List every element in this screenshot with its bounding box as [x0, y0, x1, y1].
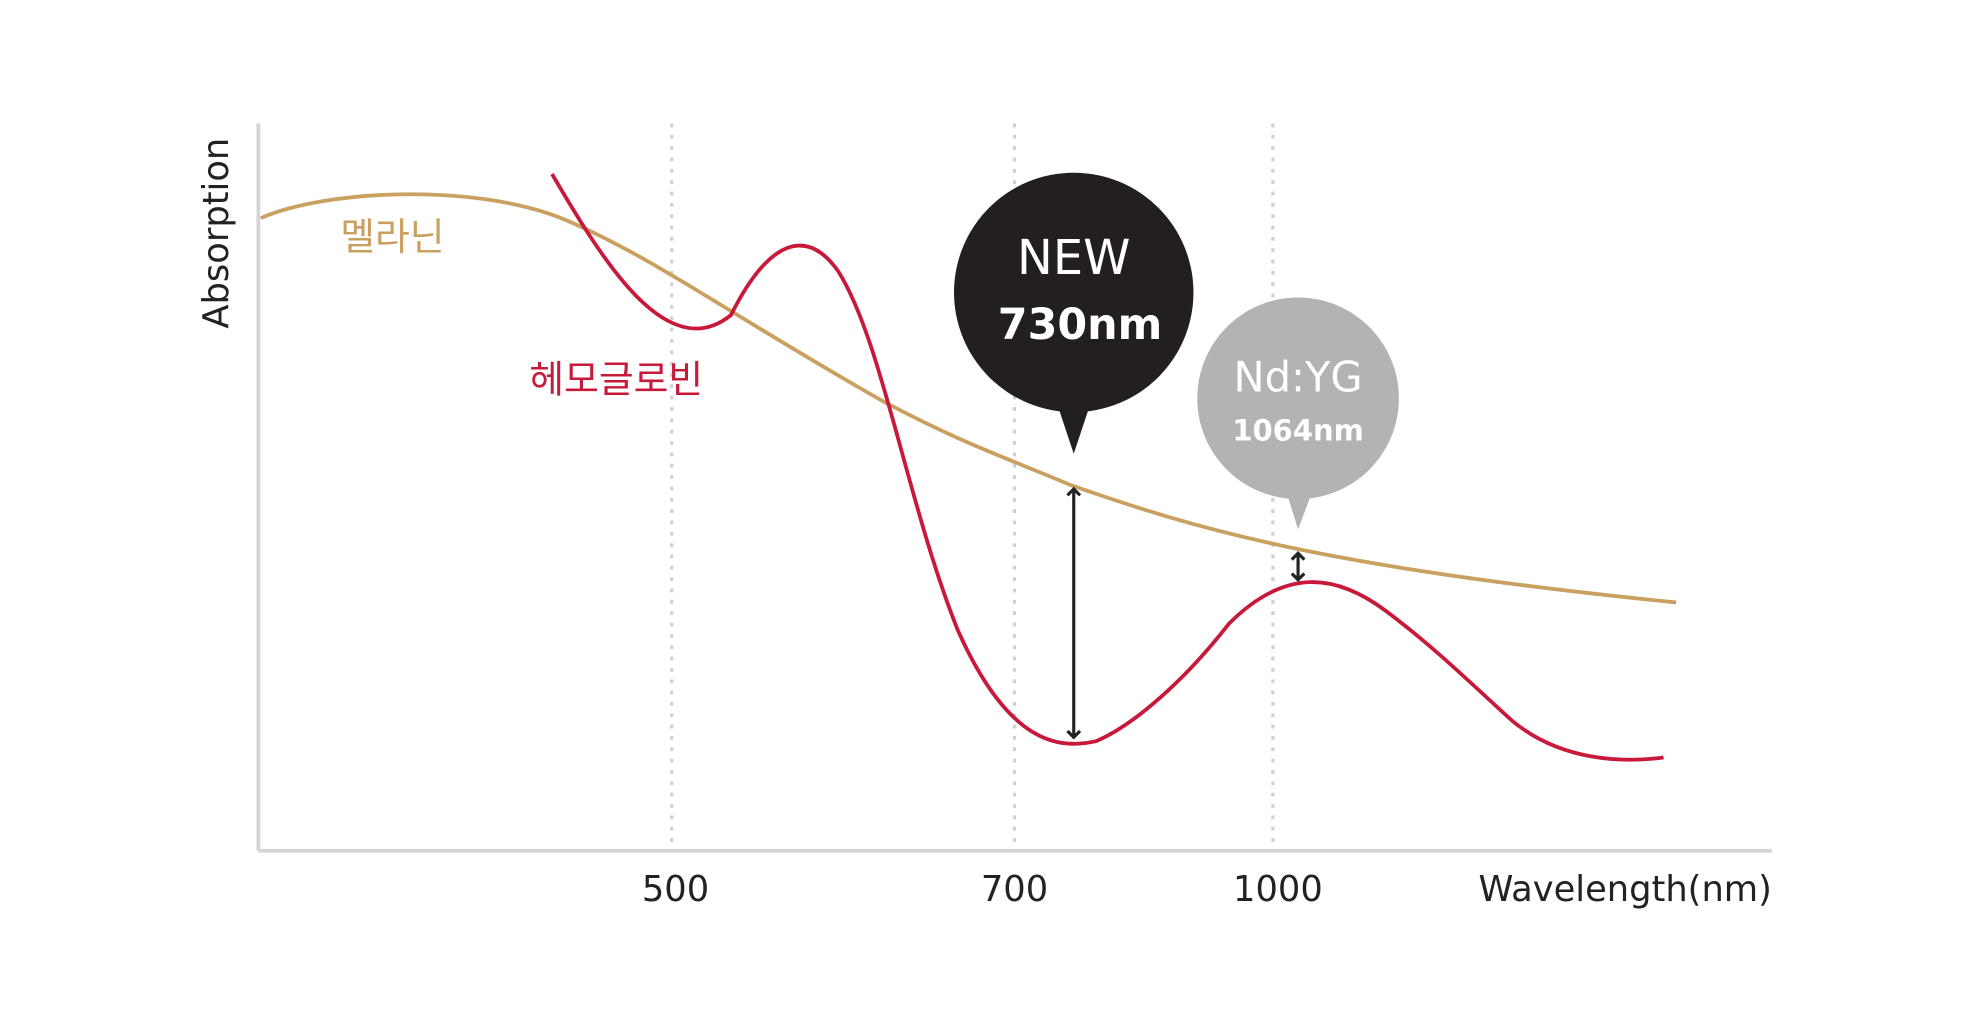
callout-title: NEW	[1017, 231, 1130, 286]
x-tick-label: 700	[981, 869, 1048, 910]
callout-title: Nd:YG	[1234, 353, 1363, 402]
x-axis-label: Wavelength(nm)	[1478, 869, 1771, 910]
x-tick-label: 500	[642, 869, 709, 910]
hemoglobin-curve	[550, 172, 1664, 762]
callout-new: NEW 730nm	[954, 172, 1194, 454]
melanin-curve	[260, 192, 1677, 605]
callout-wavelength: 1064nm	[1232, 413, 1363, 447]
callout-wavelength: 730nm	[998, 300, 1163, 350]
y-axis-label: Absorption	[196, 138, 237, 329]
melanin-label: 멜라닌	[340, 215, 444, 259]
hemoglobin-label: 헤모글로빈	[529, 357, 703, 401]
x-tick-label: 1000	[1233, 869, 1323, 910]
callout-ndyg: Nd:YG 1064nm	[1197, 297, 1399, 530]
